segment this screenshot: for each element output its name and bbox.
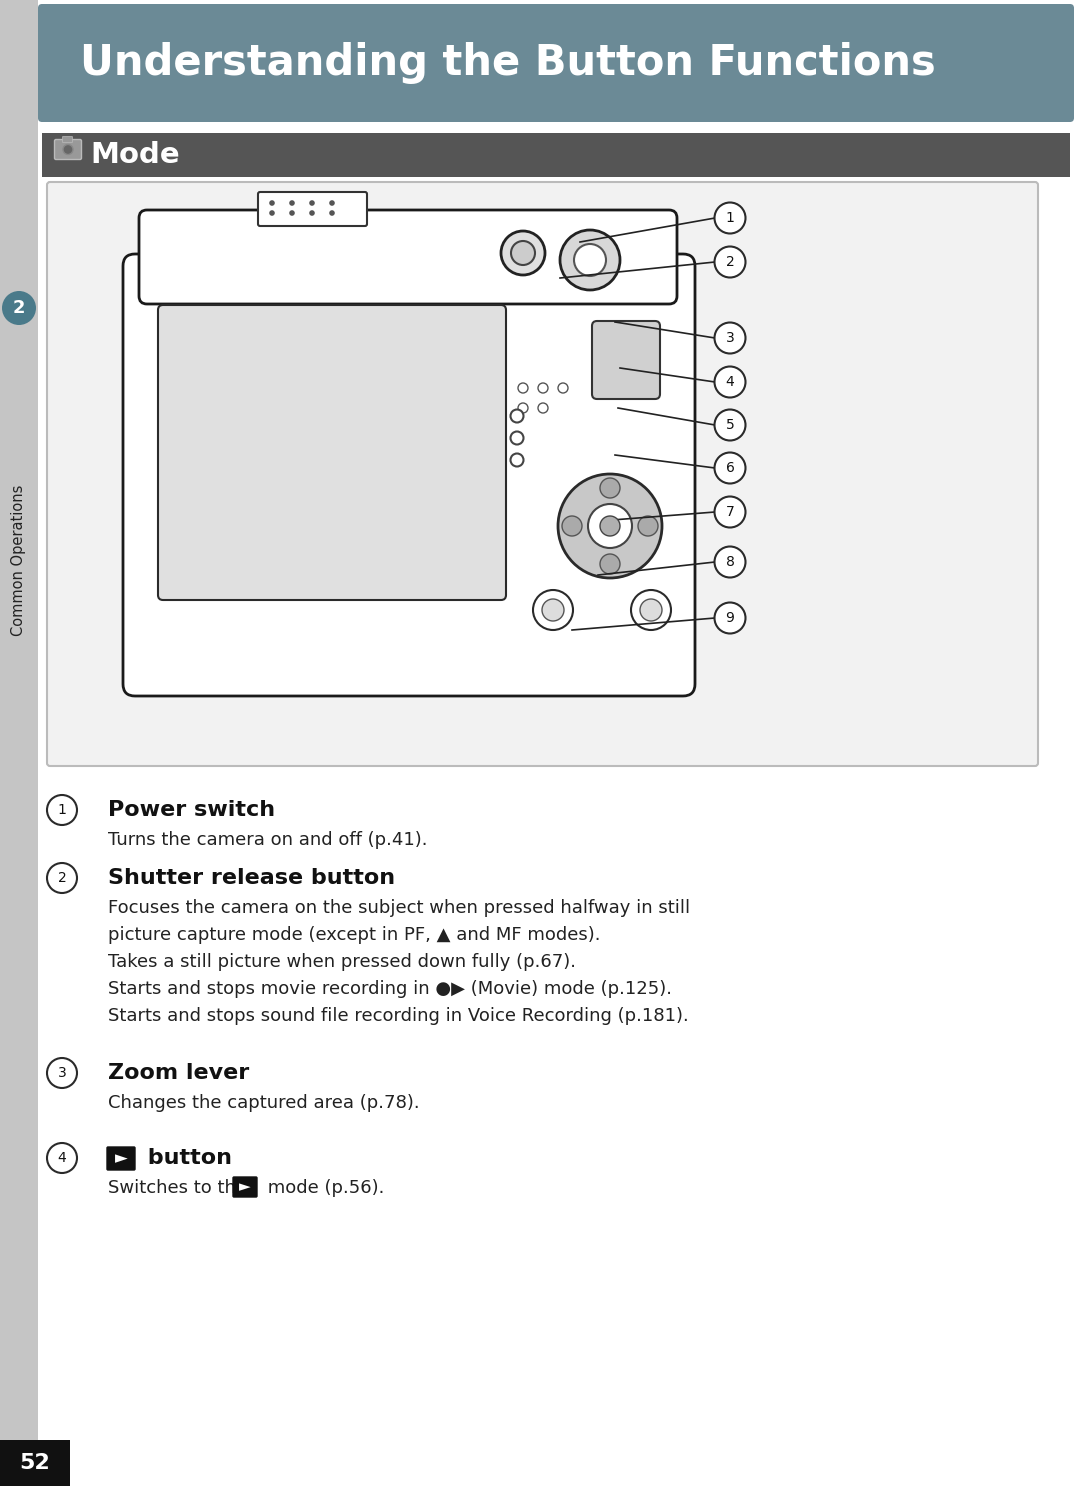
Circle shape bbox=[558, 383, 568, 392]
Text: Power switch: Power switch bbox=[108, 799, 275, 820]
Text: 4: 4 bbox=[726, 374, 734, 389]
Text: Switches to the: Switches to the bbox=[108, 1178, 253, 1198]
Circle shape bbox=[511, 453, 524, 467]
Text: 3: 3 bbox=[726, 331, 734, 345]
Text: ►: ► bbox=[239, 1180, 251, 1195]
Circle shape bbox=[600, 516, 620, 536]
Circle shape bbox=[309, 210, 314, 215]
Bar bbox=[0, 0, 38, 1486]
Circle shape bbox=[289, 210, 295, 215]
FancyBboxPatch shape bbox=[54, 140, 81, 159]
Circle shape bbox=[538, 383, 548, 392]
Circle shape bbox=[715, 247, 745, 278]
Text: 52: 52 bbox=[19, 1453, 51, 1473]
Circle shape bbox=[715, 367, 745, 397]
Circle shape bbox=[588, 504, 632, 548]
Bar bbox=[0, 1440, 70, 1486]
Circle shape bbox=[538, 403, 548, 413]
Text: 8: 8 bbox=[726, 554, 734, 569]
Circle shape bbox=[715, 547, 745, 578]
Text: 2: 2 bbox=[726, 256, 734, 269]
Text: Shutter release button: Shutter release button bbox=[108, 868, 395, 889]
Circle shape bbox=[511, 410, 524, 422]
Circle shape bbox=[715, 453, 745, 483]
Circle shape bbox=[289, 201, 295, 205]
FancyBboxPatch shape bbox=[38, 4, 1074, 122]
Circle shape bbox=[501, 230, 545, 275]
Circle shape bbox=[715, 496, 745, 528]
Text: Understanding the Button Functions: Understanding the Button Functions bbox=[80, 42, 935, 85]
Text: Takes a still picture when pressed down fully (p.67).: Takes a still picture when pressed down … bbox=[108, 953, 576, 970]
Circle shape bbox=[269, 201, 274, 205]
FancyBboxPatch shape bbox=[48, 181, 1038, 765]
Circle shape bbox=[309, 201, 314, 205]
Text: Common Operations: Common Operations bbox=[12, 484, 27, 636]
Circle shape bbox=[534, 590, 573, 630]
Text: Focuses the camera on the subject when pressed halfway in still: Focuses the camera on the subject when p… bbox=[108, 899, 690, 917]
Circle shape bbox=[638, 516, 658, 536]
Circle shape bbox=[640, 599, 662, 621]
Circle shape bbox=[511, 431, 524, 444]
Text: Starts and stops movie recording in ●▶ (Movie) mode (p.125).: Starts and stops movie recording in ●▶ (… bbox=[108, 979, 672, 999]
Circle shape bbox=[48, 1058, 77, 1088]
Text: Changes the captured area (p.78).: Changes the captured area (p.78). bbox=[108, 1094, 420, 1112]
Text: 2: 2 bbox=[13, 299, 25, 317]
Text: 6: 6 bbox=[726, 461, 734, 476]
Circle shape bbox=[600, 554, 620, 574]
FancyBboxPatch shape bbox=[139, 210, 677, 305]
Text: Mode: Mode bbox=[90, 141, 179, 169]
Circle shape bbox=[561, 230, 620, 290]
Text: mode (p.56).: mode (p.56). bbox=[262, 1178, 384, 1198]
Text: 7: 7 bbox=[726, 505, 734, 519]
FancyBboxPatch shape bbox=[592, 321, 660, 400]
Circle shape bbox=[715, 602, 745, 633]
Circle shape bbox=[631, 590, 671, 630]
Circle shape bbox=[518, 383, 528, 392]
Text: 1: 1 bbox=[726, 211, 734, 224]
Text: 1: 1 bbox=[57, 802, 67, 817]
Text: 5: 5 bbox=[726, 418, 734, 432]
Circle shape bbox=[269, 210, 274, 215]
Circle shape bbox=[511, 241, 535, 265]
Text: 3: 3 bbox=[57, 1065, 66, 1080]
Circle shape bbox=[715, 410, 745, 440]
Circle shape bbox=[329, 201, 335, 205]
Text: 9: 9 bbox=[726, 611, 734, 626]
Circle shape bbox=[518, 403, 528, 413]
Text: button: button bbox=[140, 1149, 232, 1168]
FancyBboxPatch shape bbox=[123, 254, 696, 695]
FancyBboxPatch shape bbox=[107, 1147, 135, 1169]
Circle shape bbox=[48, 795, 77, 825]
Circle shape bbox=[48, 863, 77, 893]
FancyBboxPatch shape bbox=[258, 192, 367, 226]
Circle shape bbox=[48, 1143, 77, 1172]
Text: 2: 2 bbox=[57, 871, 66, 886]
Text: picture capture mode (except in PF, ▲ and MF modes).: picture capture mode (except in PF, ▲ an… bbox=[108, 926, 600, 944]
Circle shape bbox=[562, 516, 582, 536]
Circle shape bbox=[600, 478, 620, 498]
Text: ►: ► bbox=[114, 1149, 127, 1167]
Bar bbox=[42, 134, 1070, 177]
Circle shape bbox=[2, 291, 36, 325]
Circle shape bbox=[63, 144, 73, 155]
Text: Turns the camera on and off (p.41).: Turns the camera on and off (p.41). bbox=[108, 831, 428, 849]
FancyBboxPatch shape bbox=[233, 1177, 257, 1198]
Text: 4: 4 bbox=[57, 1152, 66, 1165]
Text: Zoom lever: Zoom lever bbox=[108, 1062, 249, 1083]
Circle shape bbox=[573, 244, 606, 276]
Circle shape bbox=[558, 474, 662, 578]
Circle shape bbox=[715, 202, 745, 233]
Text: Starts and stops sound file recording in Voice Recording (p.181).: Starts and stops sound file recording in… bbox=[108, 1008, 689, 1025]
FancyBboxPatch shape bbox=[63, 137, 72, 143]
FancyBboxPatch shape bbox=[158, 305, 507, 600]
Circle shape bbox=[715, 322, 745, 354]
Circle shape bbox=[542, 599, 564, 621]
Circle shape bbox=[329, 210, 335, 215]
